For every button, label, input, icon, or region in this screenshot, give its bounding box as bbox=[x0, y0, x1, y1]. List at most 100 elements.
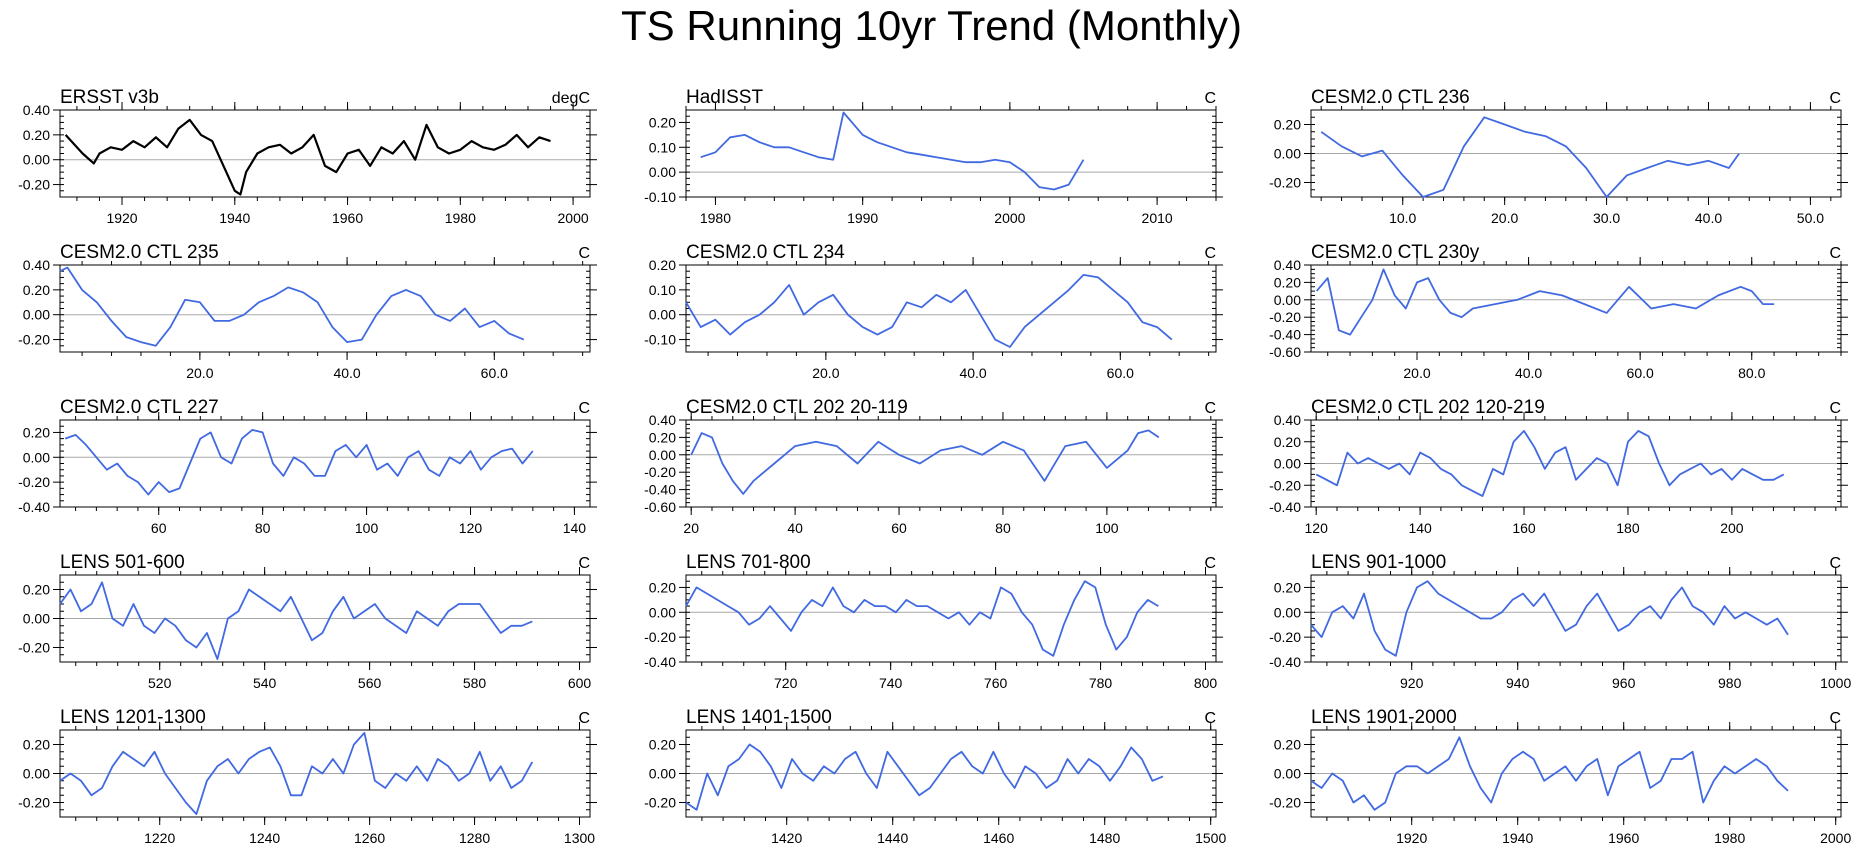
y-tick-label: -0.20 bbox=[644, 629, 676, 645]
y-tick-label: 0.20 bbox=[1274, 579, 1301, 595]
x-tick-label: 1000 bbox=[1820, 675, 1851, 691]
x-tick-label: 940 bbox=[1506, 675, 1530, 691]
plot-frame bbox=[1310, 729, 1842, 818]
x-tick-label: 1980 bbox=[700, 210, 731, 226]
y-tick-label: 0.20 bbox=[23, 127, 50, 143]
series-line bbox=[700, 111, 1085, 191]
y-tick-label: -0.60 bbox=[1269, 344, 1301, 360]
y-tick-label: 0.00 bbox=[649, 307, 676, 323]
panel-units: C bbox=[1204, 710, 1216, 727]
x-tick-label: 20.0 bbox=[1491, 210, 1518, 226]
y-tick-label: -0.20 bbox=[1269, 795, 1301, 811]
panel-title: CESM2.0 CTL 234 bbox=[686, 242, 845, 263]
panel-5: CESM2.0 CTL 234 C -0.10 0.00 0.10 0.20 20.0 40.… bbox=[644, 242, 1223, 381]
y-tick-label: 0.40 bbox=[23, 257, 50, 273]
series-line bbox=[64, 118, 551, 196]
x-tick-label: 1500 bbox=[1195, 830, 1226, 846]
x-tick-label: 600 bbox=[568, 675, 592, 691]
x-tick-label: 520 bbox=[148, 675, 172, 691]
series-line bbox=[1310, 736, 1789, 811]
x-tick-label: 1240 bbox=[249, 830, 280, 846]
x-tick-label: 80 bbox=[995, 520, 1011, 536]
x-tick-label: 920 bbox=[1400, 675, 1424, 691]
panel-units: C bbox=[578, 555, 590, 572]
panel-1: ERSST v3b degC -0.20 0.00 0.20 0.40 1920 1940 19… bbox=[18, 87, 597, 226]
y-tick-label: -0.40 bbox=[644, 654, 676, 670]
y-tick-label: -0.20 bbox=[1269, 477, 1301, 493]
series-line bbox=[1320, 116, 1740, 198]
y-tick-label: -0.10 bbox=[644, 189, 676, 205]
y-tick-label: -0.20 bbox=[18, 332, 50, 348]
x-tick-label: 1260 bbox=[354, 830, 385, 846]
y-tick-label: 0.40 bbox=[1274, 257, 1301, 273]
plot-frame bbox=[59, 574, 591, 663]
series-line bbox=[1310, 580, 1789, 657]
panel-title: LENS 501-600 bbox=[60, 552, 185, 573]
panel-units: C bbox=[578, 710, 590, 727]
plot-frame bbox=[59, 729, 591, 818]
x-tick-label: 560 bbox=[358, 675, 382, 691]
plot-frame bbox=[59, 419, 591, 508]
y-tick-label: 0.00 bbox=[1274, 766, 1301, 782]
plot-frame bbox=[1310, 109, 1842, 198]
y-tick-label: 0.20 bbox=[1274, 737, 1301, 753]
panel-units: C bbox=[1829, 400, 1841, 417]
panel-units: C bbox=[1829, 90, 1841, 107]
x-tick-label: 60.0 bbox=[1627, 365, 1654, 381]
panel-units: C bbox=[1829, 245, 1841, 262]
x-tick-label: 60.0 bbox=[481, 365, 508, 381]
y-tick-label: 0.40 bbox=[23, 102, 50, 118]
x-tick-label: 780 bbox=[1089, 675, 1113, 691]
x-tick-label: 120 bbox=[459, 520, 483, 536]
plot-frame bbox=[59, 109, 591, 198]
panel-units: C bbox=[578, 245, 590, 262]
panel-title: CESM2.0 CTL 235 bbox=[60, 242, 219, 263]
plot-frame bbox=[685, 729, 1217, 818]
figure-title: TS Running 10yr Trend (Monthly) bbox=[621, 2, 1242, 49]
panel-units: C bbox=[1204, 245, 1216, 262]
x-tick-label: 2000 bbox=[994, 210, 1025, 226]
x-tick-label: 120 bbox=[1305, 520, 1329, 536]
x-tick-label: 1940 bbox=[219, 210, 250, 226]
panel-units: C bbox=[1204, 555, 1216, 572]
y-tick-label: 0.00 bbox=[649, 447, 676, 463]
series-line bbox=[685, 273, 1173, 348]
x-tick-label: 50.0 bbox=[1797, 210, 1824, 226]
y-tick-label: 0.20 bbox=[1274, 117, 1301, 133]
y-tick-label: -0.20 bbox=[18, 474, 50, 490]
panel-10: LENS 501-600 C -0.20 0.00 0.20 520 540 560 580 60… bbox=[18, 552, 597, 691]
panel-11: LENS 701-800 C -0.40 -0.20 0.00 0.20 720 740 760… bbox=[644, 552, 1223, 691]
panel-title: CESM2.0 CTL 230y bbox=[1311, 242, 1480, 263]
x-tick-label: 720 bbox=[774, 675, 798, 691]
y-tick-label: 0.00 bbox=[1274, 456, 1301, 472]
panel-12: LENS 901-1000 C -0.40 -0.20 0.00 0.20 920 940 96… bbox=[1269, 552, 1851, 691]
series-line bbox=[685, 743, 1164, 811]
x-tick-label: 1460 bbox=[983, 830, 1014, 846]
x-tick-label: 80 bbox=[255, 520, 271, 536]
y-tick-label: 0.00 bbox=[23, 307, 50, 323]
panel-8: CESM2.0 CTL 202 20-119 C-0.60-0.40-0.200.… bbox=[644, 397, 1223, 536]
y-tick-label: 0.20 bbox=[23, 582, 50, 598]
x-tick-label: 1220 bbox=[144, 830, 175, 846]
y-tick-label: -0.20 bbox=[18, 795, 50, 811]
y-tick-label: 0.00 bbox=[649, 766, 676, 782]
plot-frame bbox=[685, 419, 1217, 508]
panel-units: C bbox=[1829, 710, 1841, 727]
y-tick-label: -0.20 bbox=[1269, 309, 1301, 325]
panel-units: C bbox=[1204, 400, 1216, 417]
series-line bbox=[1315, 429, 1785, 498]
x-tick-label: 980 bbox=[1718, 675, 1742, 691]
y-tick-label: 0.20 bbox=[649, 257, 676, 273]
y-tick-label: 0.40 bbox=[649, 412, 676, 428]
x-tick-label: 180 bbox=[1616, 520, 1640, 536]
x-tick-label: 1980 bbox=[1714, 830, 1745, 846]
series-line bbox=[685, 580, 1159, 657]
x-tick-label: 30.0 bbox=[1593, 210, 1620, 226]
plot-frame bbox=[1310, 264, 1842, 353]
x-tick-label: 1940 bbox=[1502, 830, 1533, 846]
y-tick-label: -0.20 bbox=[1269, 629, 1301, 645]
y-tick-label: 0.20 bbox=[23, 737, 50, 753]
x-tick-label: 140 bbox=[1408, 520, 1432, 536]
y-tick-label: 0.20 bbox=[1274, 434, 1301, 450]
